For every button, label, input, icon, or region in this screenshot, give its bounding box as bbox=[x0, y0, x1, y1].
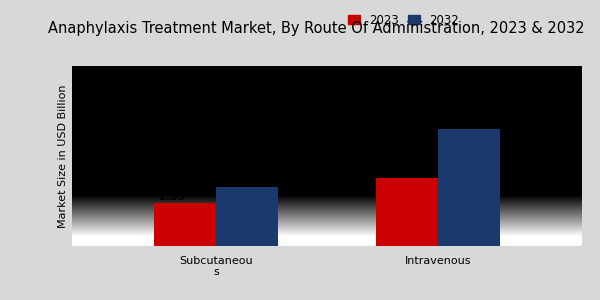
Bar bbox=[216, 187, 278, 246]
Text: Anaphylaxis Treatment Market, By Route Of Administration, 2023 & 2032: Anaphylaxis Treatment Market, By Route O… bbox=[48, 21, 584, 36]
Bar bbox=[438, 129, 500, 246]
Y-axis label: Market Size in USD Billion: Market Size in USD Billion bbox=[58, 84, 68, 228]
Bar bbox=[154, 203, 216, 246]
Bar bbox=[376, 178, 438, 246]
Legend: 2023, 2032: 2023, 2032 bbox=[343, 9, 464, 31]
Text: 2.39: 2.39 bbox=[158, 191, 186, 202]
